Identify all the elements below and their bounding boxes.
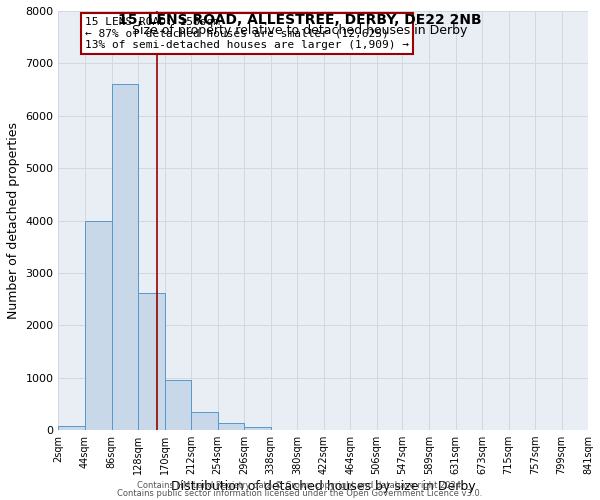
- Bar: [164, 380, 191, 430]
- Text: Size of property relative to detached houses in Derby: Size of property relative to detached ho…: [133, 24, 467, 37]
- Bar: [138, 293, 164, 430]
- Y-axis label: Number of detached properties: Number of detached properties: [7, 122, 20, 319]
- Text: 15, LENS ROAD, ALLESTREE, DERBY, DE22 2NB: 15, LENS ROAD, ALLESTREE, DERBY, DE22 2N…: [118, 12, 482, 26]
- Bar: [218, 423, 244, 430]
- Bar: [244, 427, 271, 430]
- Bar: [85, 220, 112, 430]
- Text: Contains HM Land Registry data © Crown copyright and database right 2024.: Contains HM Land Registry data © Crown c…: [137, 481, 463, 490]
- Text: Contains public sector information licensed under the Open Government Licence v3: Contains public sector information licen…: [118, 488, 482, 498]
- X-axis label: Distribution of detached houses by size in Derby: Distribution of detached houses by size …: [171, 480, 476, 493]
- Text: 15 LENS ROAD: 158sqm
← 87% of detached houses are smaller (12,625)
13% of semi-d: 15 LENS ROAD: 158sqm ← 87% of detached h…: [85, 17, 409, 50]
- Bar: [58, 426, 85, 430]
- Bar: [191, 412, 218, 430]
- Bar: [112, 84, 138, 430]
